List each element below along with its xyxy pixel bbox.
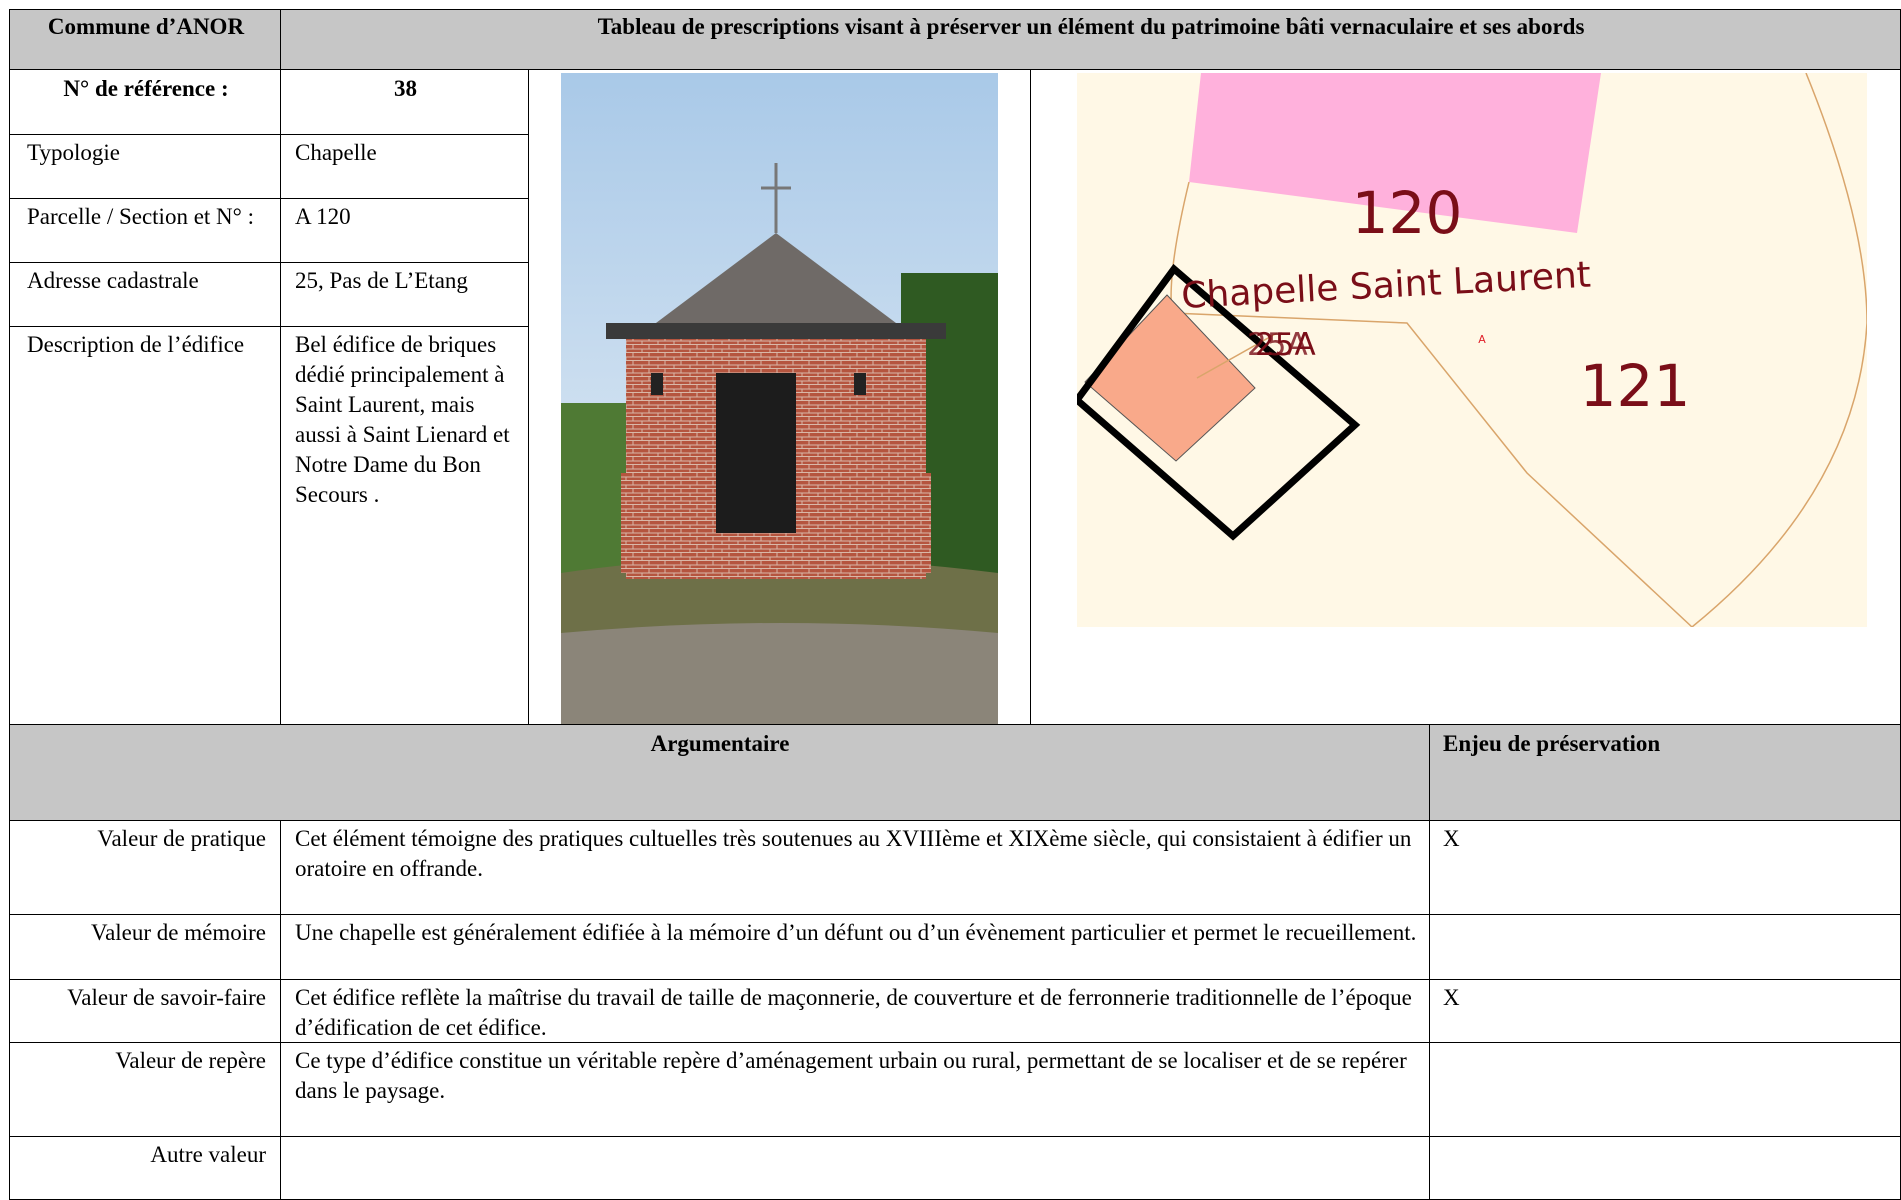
commune: Commune d’ANOR — [47, 14, 245, 39]
doc-title: Tableau de prescriptions visant à préser… — [597, 14, 1585, 39]
row-enjeu: X — [1443, 826, 1460, 851]
field-value: Chapelle — [295, 140, 377, 165]
row-enjeu: X — [1443, 985, 1460, 1010]
row-label: Valeur de mémoire — [91, 920, 266, 945]
cell — [9, 9, 282, 71]
map-label: 25A — [1247, 327, 1308, 363]
map-label: 121 — [1580, 352, 1691, 420]
reference-label: N° de référence : — [63, 76, 229, 101]
cell — [1429, 914, 1901, 981]
row-text: Cet édifice reflète la maîtrise du trava… — [295, 985, 1412, 1040]
cell — [9, 724, 1431, 822]
row-label: Autre valeur — [150, 1142, 266, 1167]
row-label: Valeur de repère — [115, 1048, 266, 1073]
field-label: Adresse cadastrale — [27, 268, 199, 293]
field-label: Description de l’édifice — [27, 332, 245, 357]
field-value: A 120 — [295, 204, 351, 229]
cadastral-map: 120 Chapelle Saint Laurent 25A 25A 121 A — [1077, 73, 1867, 627]
cell — [1429, 1136, 1901, 1200]
field-value: 25, Pas de L’Etang — [295, 268, 468, 293]
cell — [9, 326, 282, 726]
row-label: Valeur de savoir-faire — [67, 985, 266, 1010]
argumentaire-header: Argumentaire — [650, 731, 790, 756]
cell — [1429, 1042, 1901, 1138]
field-value: Bel édifice de briques dédié principalem… — [295, 332, 510, 507]
map-label: 25A — [1255, 327, 1316, 363]
cell — [1429, 724, 1901, 822]
row-text: Cet élément témoigne des pratiques cultu… — [295, 826, 1412, 881]
enjeu-header: Enjeu de préservation — [1443, 731, 1661, 756]
chapel-photo — [561, 73, 998, 725]
field-label: Parcelle / Section et N° : — [27, 204, 254, 229]
row-label: Valeur de pratique — [97, 826, 266, 851]
map-label: 120 — [1352, 179, 1463, 247]
row-text: Ce type d’édifice constitue un véritable… — [295, 1048, 1407, 1103]
reference-value: 38 — [394, 76, 417, 101]
row-text: Une chapelle est généralement édifiée à … — [295, 920, 1417, 945]
cell — [280, 9, 1901, 71]
field-label: Typologie — [27, 140, 120, 165]
page: Commune d’ANOR Tableau de prescriptions … — [9, 9, 1901, 1200]
map-label: A — [1478, 333, 1486, 346]
cell — [280, 1136, 1431, 1200]
